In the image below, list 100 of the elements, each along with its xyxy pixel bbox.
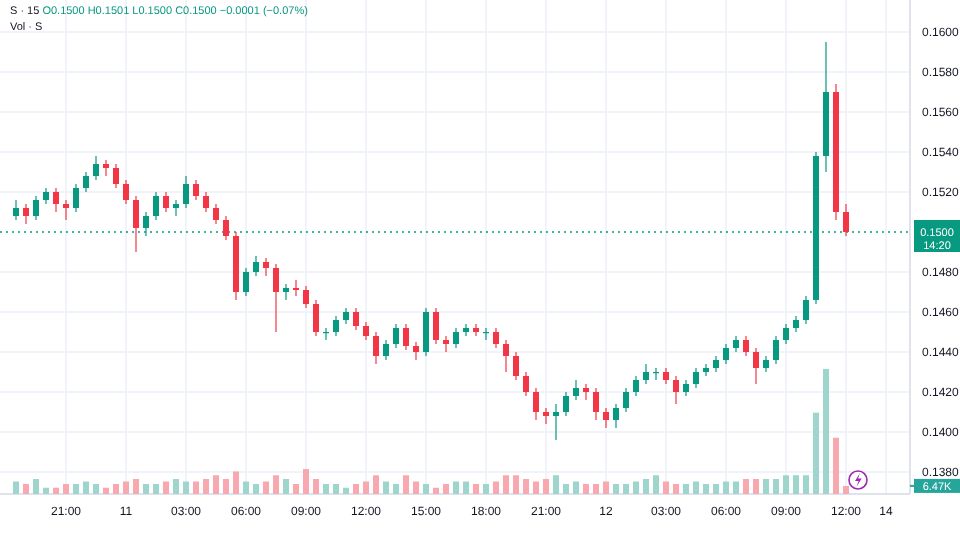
bar — [683, 483, 689, 494]
candlestick — [623, 387, 629, 413]
candlestick — [843, 203, 849, 237]
bar — [663, 481, 669, 494]
bar — [53, 487, 59, 494]
candlestick — [443, 335, 449, 353]
bar — [623, 483, 629, 494]
candlestick — [593, 387, 599, 421]
bar — [113, 483, 119, 494]
candlestick — [193, 179, 199, 201]
candlestick — [33, 195, 39, 221]
candlestick — [133, 195, 139, 253]
candlestick — [673, 375, 679, 405]
candlestick — [523, 371, 529, 397]
candlestick — [633, 375, 639, 397]
bar — [333, 483, 339, 494]
bar — [13, 481, 19, 494]
bar — [233, 471, 239, 494]
bar — [763, 478, 769, 494]
bar — [283, 478, 289, 494]
candlestick — [113, 163, 119, 189]
bar — [73, 483, 79, 494]
bar — [793, 475, 799, 494]
candlestick — [223, 215, 229, 241]
bar — [353, 483, 359, 494]
candlestick — [573, 379, 579, 401]
bar — [743, 478, 749, 494]
bar — [193, 481, 199, 494]
bar — [483, 483, 489, 494]
bar — [413, 481, 419, 494]
bar — [183, 481, 189, 494]
candlestick — [183, 175, 189, 209]
bar — [803, 475, 809, 494]
bar — [583, 483, 589, 494]
candlestick — [263, 257, 269, 277]
bar — [443, 483, 449, 494]
candlestick — [433, 307, 439, 345]
candlestick — [173, 199, 179, 217]
bar — [133, 478, 139, 494]
candlestick — [73, 183, 79, 213]
bar — [723, 481, 729, 494]
candlestick — [13, 199, 19, 221]
bar — [673, 483, 679, 494]
candlestick — [243, 267, 249, 297]
candlestick — [403, 323, 409, 351]
candlestick — [333, 315, 339, 337]
bar — [513, 475, 519, 494]
bar — [393, 483, 399, 494]
candlestick — [393, 323, 399, 349]
bar — [533, 481, 539, 494]
bar — [563, 483, 569, 494]
bar — [503, 475, 509, 494]
candlestick — [803, 295, 809, 325]
bar — [253, 483, 259, 494]
bar — [643, 478, 649, 494]
candlestick — [753, 347, 759, 385]
bar — [403, 475, 409, 494]
bar — [323, 483, 329, 494]
bar — [293, 483, 299, 494]
bar — [773, 478, 779, 494]
bar — [33, 478, 39, 494]
bar — [463, 481, 469, 494]
candlestick — [303, 285, 309, 309]
candlestick — [463, 323, 469, 337]
bar — [423, 483, 429, 494]
bar — [363, 481, 369, 494]
candlestick — [373, 331, 379, 365]
candlestick — [553, 403, 559, 441]
bar — [573, 481, 579, 494]
candlestick — [93, 155, 99, 181]
candlestick — [83, 171, 89, 193]
candlestick — [383, 339, 389, 361]
bar — [833, 437, 839, 494]
candlestick — [423, 307, 429, 357]
bar — [783, 475, 789, 494]
candlestick — [163, 191, 169, 213]
candlestick — [643, 363, 649, 385]
bar — [653, 475, 659, 494]
bar — [843, 485, 849, 494]
bar — [433, 487, 439, 494]
bar — [633, 481, 639, 494]
candlestick — [783, 323, 789, 345]
bar — [613, 483, 619, 494]
candlestick — [283, 283, 289, 301]
bar — [153, 483, 159, 494]
candlestick — [563, 391, 569, 417]
bar — [383, 481, 389, 494]
candlestick — [693, 367, 699, 389]
bar — [453, 481, 459, 494]
bar — [493, 481, 499, 494]
candlestick — [453, 327, 459, 349]
bar — [553, 475, 559, 494]
candlestick — [273, 263, 279, 333]
candlestick — [743, 335, 749, 357]
bar — [373, 475, 379, 494]
candlestick — [123, 179, 129, 205]
bar — [243, 481, 249, 494]
bar — [273, 475, 279, 494]
candlestick — [253, 255, 259, 277]
bar — [753, 478, 759, 494]
